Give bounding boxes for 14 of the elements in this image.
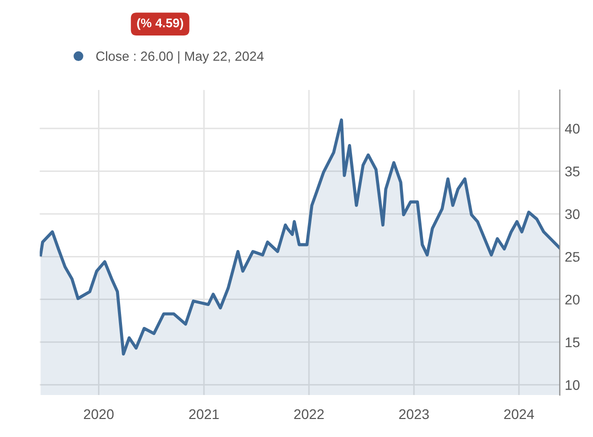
y-tick-label: 35 <box>565 166 580 176</box>
y-tick-label: 40 <box>564 124 580 134</box>
x-tick-label: 2023 <box>399 409 429 420</box>
x-tick-label: 2021 <box>189 409 219 420</box>
y-tick-label: 30 <box>565 209 580 220</box>
legend-label: Close : 26.00 | May 22, 2024 <box>96 51 264 64</box>
text: (% 4.59) <box>137 18 184 30</box>
y-tick-label: 10 <box>566 380 580 390</box>
x-tick-label: 2022 <box>294 409 324 420</box>
y-tick-label: 25 <box>565 252 580 262</box>
y-tick-label: 20 <box>565 294 580 305</box>
x-tick-label: 2020 <box>84 409 114 420</box>
y-tick-label: 15 <box>566 338 580 348</box>
x-tick-label: 2024 <box>504 409 534 420</box>
